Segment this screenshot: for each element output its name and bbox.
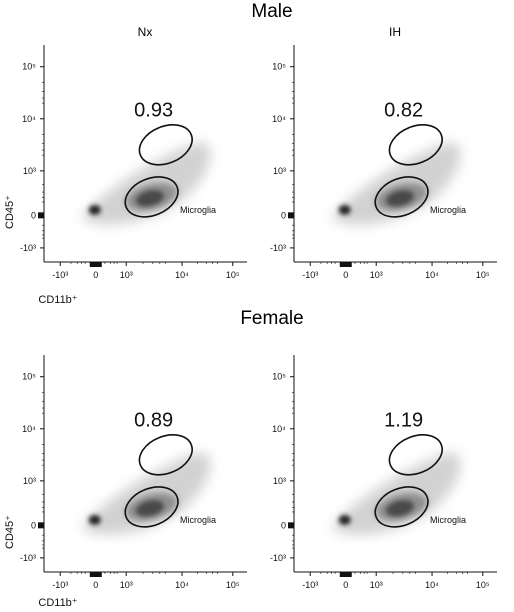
x-tick-label: 10⁴	[425, 270, 439, 280]
x-tick-label: 10⁵	[226, 580, 240, 590]
microglia-gate	[374, 486, 429, 528]
density-peak	[385, 190, 414, 207]
x-zero-marker	[339, 262, 352, 267]
microglia-gate	[374, 176, 429, 218]
density-outer	[80, 452, 211, 535]
y-tick-label: -10³	[20, 243, 36, 253]
x-zero-marker	[89, 572, 102, 577]
density-peak	[135, 500, 164, 517]
y-zero-marker	[38, 212, 44, 219]
y-zero-marker	[288, 212, 294, 219]
origin-population	[88, 514, 101, 525]
y-tick-label: 10⁵	[22, 372, 36, 382]
x-tick-label: 10⁴	[175, 270, 189, 280]
density-cloud	[330, 142, 461, 225]
x-axis-label-top: CD11b⁺	[38, 294, 77, 306]
density-peak	[385, 500, 414, 517]
y-tick-label: 10⁵	[272, 62, 286, 72]
microglia-gate-label: Microglia	[430, 205, 466, 215]
panel-male-nx: 10⁵ 10⁴ 10³ 0 -10³ -10³ 0 10³ 10⁴ 10⁵ 0.93 Microgli…	[20, 45, 247, 280]
y-tick-label: -10³	[20, 553, 36, 563]
upper-gate-percent: 0.89	[134, 410, 173, 432]
x-tick-label: -10³	[52, 580, 68, 590]
x-zero-marker	[89, 262, 102, 267]
y-tick-label: 0	[31, 520, 36, 530]
y-axis-label-top: CD45⁺	[4, 195, 16, 229]
y-axis-label-bottom: CD45⁺	[4, 515, 16, 549]
origin-population	[338, 514, 351, 525]
y-tick-label: 10³	[23, 476, 36, 486]
microglia-gate-label: Microglia	[430, 515, 466, 525]
y-zero-marker	[288, 522, 294, 529]
column-title-ih: IH	[389, 25, 401, 39]
y-tick-label: -10³	[270, 243, 286, 253]
microglia-gate	[124, 486, 179, 528]
x-tick-label: 10³	[120, 580, 133, 590]
section-title-male: Male	[251, 1, 292, 22]
upper-gate-percent: 0.82	[384, 100, 423, 122]
density-cloud	[330, 452, 461, 535]
x-tick-label: 10⁴	[175, 580, 189, 590]
y-tick-label: 10³	[273, 476, 286, 486]
y-tick-label: 10⁴	[272, 114, 286, 124]
y-tick-label: 0	[31, 210, 36, 220]
x-tick-label: 10³	[370, 270, 383, 280]
upper-gate	[138, 124, 193, 166]
x-axis-label-bottom: CD11b⁺	[38, 597, 77, 609]
x-tick-label: -10³	[52, 270, 68, 280]
density-outer	[330, 142, 461, 225]
y-tick-label: 10⁴	[22, 114, 36, 124]
density-outer	[80, 142, 211, 225]
y-tick-label: 10⁴	[272, 424, 286, 434]
x-tick-label: -10³	[302, 270, 318, 280]
microglia-gate-label: Microglia	[180, 515, 216, 525]
y-tick-label: -10³	[270, 553, 286, 563]
x-tick-label: 10⁵	[476, 580, 490, 590]
density-outer	[330, 452, 461, 535]
density-cloud	[80, 142, 211, 225]
x-tick-label: 0	[93, 270, 98, 280]
density-cloud	[80, 452, 211, 535]
x-tick-label: 10³	[370, 580, 383, 590]
x-tick-label: 10⁵	[226, 270, 240, 280]
origin-population	[88, 204, 101, 215]
x-tick-label: 0	[93, 580, 98, 590]
x-tick-label: 10⁴	[425, 580, 439, 590]
panel-male-ih: 10⁵ 10⁴ 10³ 0 -10³ -10³ 0 10³ 10⁴ 10⁵ 0.82 Microgli…	[270, 45, 497, 280]
upper-gate-percent: 0.93	[134, 100, 173, 122]
x-tick-label: 10⁵	[476, 270, 490, 280]
column-title-nx: Nx	[138, 25, 153, 39]
x-tick-label: 0	[343, 580, 348, 590]
section-title-female: Female	[240, 308, 303, 329]
upper-gate	[138, 434, 193, 476]
panel-female-nx: 10⁵ 10⁴ 10³ 0 -10³ -10³ 0 10³ 10⁴ 10⁵ 0.89 Microgli…	[20, 355, 247, 590]
y-tick-label: 0	[281, 210, 286, 220]
y-tick-label: 10⁵	[272, 372, 286, 382]
x-tick-label: 10³	[120, 270, 133, 280]
y-tick-label: 0	[281, 520, 286, 530]
microglia-gate-label: Microglia	[180, 205, 216, 215]
upper-gate-percent: 1.19	[384, 410, 423, 432]
density-peak	[135, 190, 164, 207]
x-tick-label: -10³	[302, 580, 318, 590]
x-tick-label: 0	[343, 270, 348, 280]
y-tick-label: 10⁴	[22, 424, 36, 434]
y-zero-marker	[38, 522, 44, 529]
upper-gate	[388, 124, 443, 166]
microglia-gate	[124, 176, 179, 218]
x-zero-marker	[339, 572, 352, 577]
y-tick-label: 10³	[23, 166, 36, 176]
y-tick-label: 10⁵	[22, 62, 36, 72]
origin-population	[338, 204, 351, 215]
panel-female-ih: 10⁵ 10⁴ 10³ 0 -10³ -10³ 0 10³ 10⁴ 10⁵ 1.19 Microgli…	[270, 355, 497, 590]
upper-gate	[388, 434, 443, 476]
panels: 10⁵ 10⁴ 10³ 0 -10³ -10³ 0 10³ 10⁴ 10⁵ 0.93 Microgli…	[20, 45, 497, 590]
y-tick-label: 10³	[273, 166, 286, 176]
